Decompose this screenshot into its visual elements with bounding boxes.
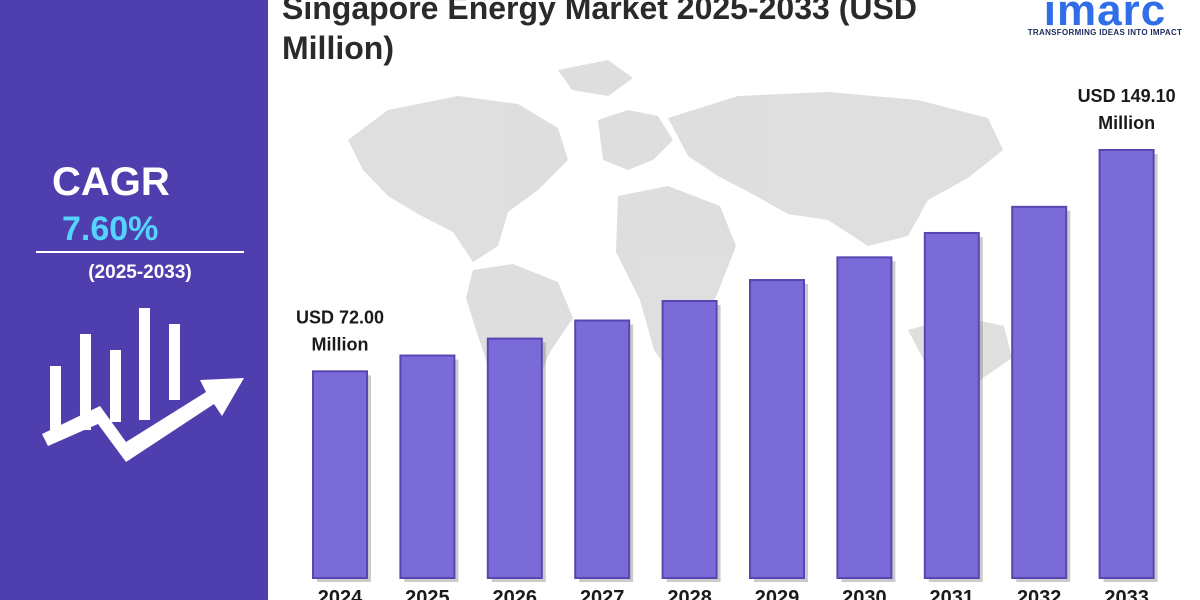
x-tick-label-2027: 2027 [580, 587, 625, 600]
x-tick-label-2026: 2026 [493, 587, 538, 600]
bar-2024 [312, 370, 368, 579]
x-tick-label-2024: 2024 [318, 587, 363, 600]
bar-2033 [1098, 149, 1155, 579]
bar-2032 [1011, 205, 1068, 579]
logo-wordmark: imarc [1043, 0, 1167, 35]
bar-2030 [836, 256, 893, 579]
data-label-2033-line2: Million [1098, 113, 1155, 133]
bar-2029 [749, 279, 805, 579]
data-label-2024-line2: Million [312, 334, 369, 354]
bar-2025 [399, 354, 456, 579]
x-tick-label-2032: 2032 [1017, 587, 1061, 600]
data-label-2024-line1: USD 72.00 [296, 307, 384, 327]
bar-2026 [486, 337, 543, 579]
growth-chart-arrow-icon [42, 308, 244, 462]
sidebar-panel: CAGR 7.60% (2025-2033) [0, 0, 268, 600]
x-tick-label-2025: 2025 [405, 587, 450, 600]
logo-tagline: TRANSFORMING IDEAS INTO IMPACT [1027, 28, 1183, 37]
x-tick-label-2033: 2033 [1104, 587, 1149, 600]
bar-2031 [923, 231, 980, 580]
bar-chart: 2024 2025 2026 2027 2028 2029 2030 2031 2032 2033… [296, 60, 1176, 600]
x-tick-label-2029: 2029 [755, 587, 800, 600]
bar-2028 [661, 299, 718, 579]
x-tick-label-2028: 2028 [667, 587, 712, 600]
data-label-2033-line1: USD 149.10 [1078, 86, 1176, 106]
cagr-period: (2025-2033) [88, 262, 192, 283]
cagr-value: 7.60% [62, 210, 159, 248]
chart-title-text: Singapore Energy Market 2025-2033 (USD M… [282, 0, 917, 66]
cagr-divider [36, 251, 244, 253]
x-tick-label-2030: 2030 [842, 587, 887, 600]
bar-2027 [574, 319, 631, 579]
imarc-logo: imarc TRANSFORMING IDEAS INTO IMPACT [1020, 0, 1190, 46]
cagr-label: CAGR [52, 160, 170, 204]
x-tick-label-2031: 2031 [930, 587, 975, 600]
